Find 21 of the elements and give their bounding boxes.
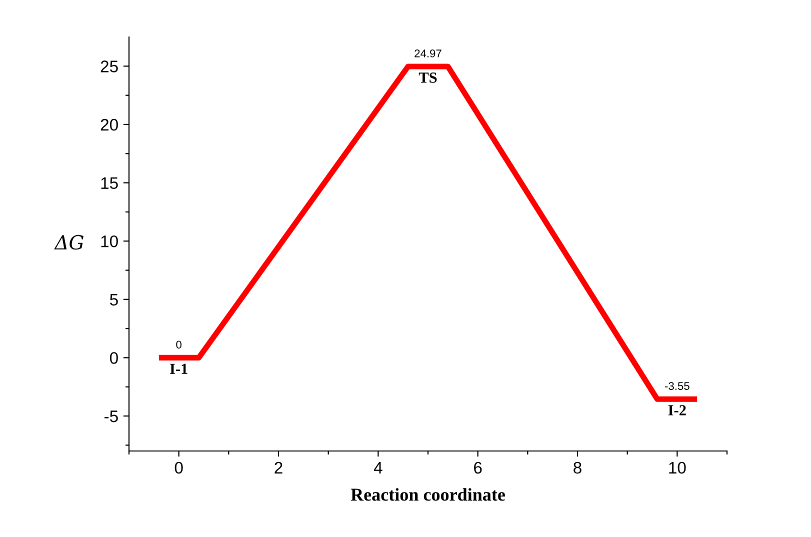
annotation: 24.97: [414, 49, 442, 58]
annotation: -3.55: [665, 382, 690, 390]
y-tick-label: 15: [101, 177, 118, 189]
annotation: 0: [176, 340, 182, 349]
y-tick-label: -5: [104, 410, 118, 422]
annotation: I-1: [170, 364, 188, 374]
x-tick-label: 4: [374, 462, 382, 474]
y-tick-label: 10: [101, 235, 118, 248]
x-axis-title: Reaction coordinate: [350, 488, 506, 501]
y-tick-label: 0: [110, 352, 118, 364]
annotation: TS: [418, 72, 437, 83]
x-tick-label: 0: [174, 462, 183, 474]
y-axis-title: ΔG: [54, 234, 84, 250]
x-tick-label: 8: [574, 462, 582, 474]
annotation: I-2: [668, 405, 686, 416]
y-tick-label: 20: [100, 118, 118, 131]
x-tick-label: 6: [474, 462, 482, 474]
x-tick-label: 2: [274, 462, 282, 474]
y-tick-label: 5: [110, 294, 118, 306]
x-tick-label: 10: [669, 462, 686, 474]
y-tick-label: 25: [100, 60, 118, 72]
